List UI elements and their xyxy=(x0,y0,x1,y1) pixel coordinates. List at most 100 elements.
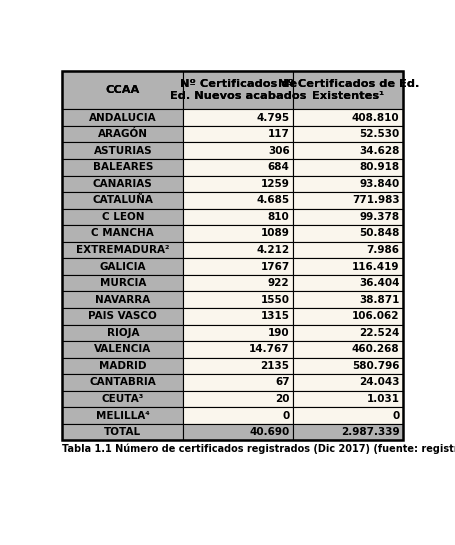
Text: 117: 117 xyxy=(268,129,290,139)
Bar xyxy=(293,258,403,275)
Bar xyxy=(183,292,293,308)
Text: CCAA: CCAA xyxy=(106,85,140,95)
Bar xyxy=(183,71,293,110)
Bar xyxy=(62,341,183,358)
Bar xyxy=(183,225,293,242)
Bar xyxy=(293,142,403,159)
Bar xyxy=(62,258,183,275)
Bar xyxy=(183,424,293,440)
Bar xyxy=(293,308,403,324)
Bar xyxy=(293,374,403,391)
Text: CEUTA³: CEUTA³ xyxy=(101,394,144,404)
Bar xyxy=(183,175,293,192)
Text: 810: 810 xyxy=(268,212,290,222)
Bar xyxy=(183,341,293,358)
Bar xyxy=(293,71,403,110)
Text: 20: 20 xyxy=(275,394,290,404)
Text: 1767: 1767 xyxy=(260,262,290,271)
Text: 684: 684 xyxy=(268,162,290,172)
Text: 116.419: 116.419 xyxy=(352,262,399,271)
Text: 4.795: 4.795 xyxy=(257,113,290,123)
Bar xyxy=(183,142,293,159)
Text: 52.530: 52.530 xyxy=(359,129,399,139)
Bar xyxy=(62,308,183,324)
Text: 1550: 1550 xyxy=(261,295,290,305)
Text: 38.871: 38.871 xyxy=(359,295,399,305)
Text: 93.840: 93.840 xyxy=(359,179,399,189)
Text: 50.848: 50.848 xyxy=(359,228,399,239)
Bar xyxy=(62,292,183,308)
Bar xyxy=(293,209,403,225)
Text: MELILLA⁴: MELILLA⁴ xyxy=(96,410,150,421)
Text: CANARIAS: CANARIAS xyxy=(93,179,153,189)
Text: VALENCIA: VALENCIA xyxy=(94,344,152,354)
Text: PAIS VASCO: PAIS VASCO xyxy=(88,311,157,321)
Text: 0: 0 xyxy=(283,410,290,421)
Text: 922: 922 xyxy=(268,278,290,288)
Bar xyxy=(62,391,183,407)
Text: 36.404: 36.404 xyxy=(359,278,399,288)
Bar xyxy=(183,324,293,341)
Text: 22.524: 22.524 xyxy=(359,328,399,338)
Text: 24.043: 24.043 xyxy=(359,378,399,387)
Text: 4.685: 4.685 xyxy=(257,195,290,205)
Text: 190: 190 xyxy=(268,328,290,338)
Bar xyxy=(62,275,183,292)
Text: 34.628: 34.628 xyxy=(359,146,399,156)
Text: 40.690: 40.690 xyxy=(249,427,290,437)
Text: C MANCHA: C MANCHA xyxy=(91,228,154,239)
Text: TOTAL: TOTAL xyxy=(104,427,142,437)
Bar xyxy=(62,159,183,175)
Bar xyxy=(183,159,293,175)
Text: 2.987.339: 2.987.339 xyxy=(341,427,399,437)
Text: C LEON: C LEON xyxy=(101,212,144,222)
Bar xyxy=(293,110,403,126)
Bar xyxy=(183,71,293,110)
Bar xyxy=(293,225,403,242)
Bar xyxy=(293,391,403,407)
Text: BALEARES: BALEARES xyxy=(93,162,153,172)
Bar xyxy=(183,275,293,292)
Text: ANDALUCIA: ANDALUCIA xyxy=(89,113,157,123)
Text: 106.062: 106.062 xyxy=(352,311,399,321)
Bar xyxy=(293,324,403,341)
Bar xyxy=(183,192,293,209)
Bar xyxy=(62,71,403,440)
Bar xyxy=(293,275,403,292)
Bar xyxy=(183,258,293,275)
Bar xyxy=(62,192,183,209)
Text: Nº Certificados de
Ed. Nuevos acabados: Nº Certificados de Ed. Nuevos acabados xyxy=(170,78,307,101)
Bar xyxy=(293,175,403,192)
Text: 580.796: 580.796 xyxy=(352,361,399,371)
Bar xyxy=(183,391,293,407)
Bar xyxy=(62,374,183,391)
Bar xyxy=(183,407,293,424)
Text: ASTURIAS: ASTURIAS xyxy=(94,146,152,156)
Bar xyxy=(62,424,183,440)
Text: GALICIA: GALICIA xyxy=(100,262,146,271)
Text: 99.378: 99.378 xyxy=(359,212,399,222)
Text: CATALUÑA: CATALUÑA xyxy=(92,195,153,205)
Bar xyxy=(62,126,183,142)
Text: 1.031: 1.031 xyxy=(366,394,399,404)
Bar xyxy=(62,324,183,341)
Bar xyxy=(293,341,403,358)
Text: 1089: 1089 xyxy=(261,228,290,239)
Bar xyxy=(62,358,183,374)
Bar xyxy=(62,407,183,424)
Text: 14.767: 14.767 xyxy=(249,344,290,354)
Bar xyxy=(62,71,183,110)
Bar xyxy=(62,242,183,258)
Bar xyxy=(62,175,183,192)
Bar xyxy=(183,308,293,324)
Text: MADRID: MADRID xyxy=(99,361,147,371)
Text: 67: 67 xyxy=(275,378,290,387)
Bar xyxy=(183,110,293,126)
Text: 771.983: 771.983 xyxy=(352,195,399,205)
Text: 4.212: 4.212 xyxy=(257,245,290,255)
Text: 408.810: 408.810 xyxy=(352,113,399,123)
Text: 2135: 2135 xyxy=(261,361,290,371)
Bar xyxy=(183,126,293,142)
Text: 7.986: 7.986 xyxy=(366,245,399,255)
Bar xyxy=(293,159,403,175)
